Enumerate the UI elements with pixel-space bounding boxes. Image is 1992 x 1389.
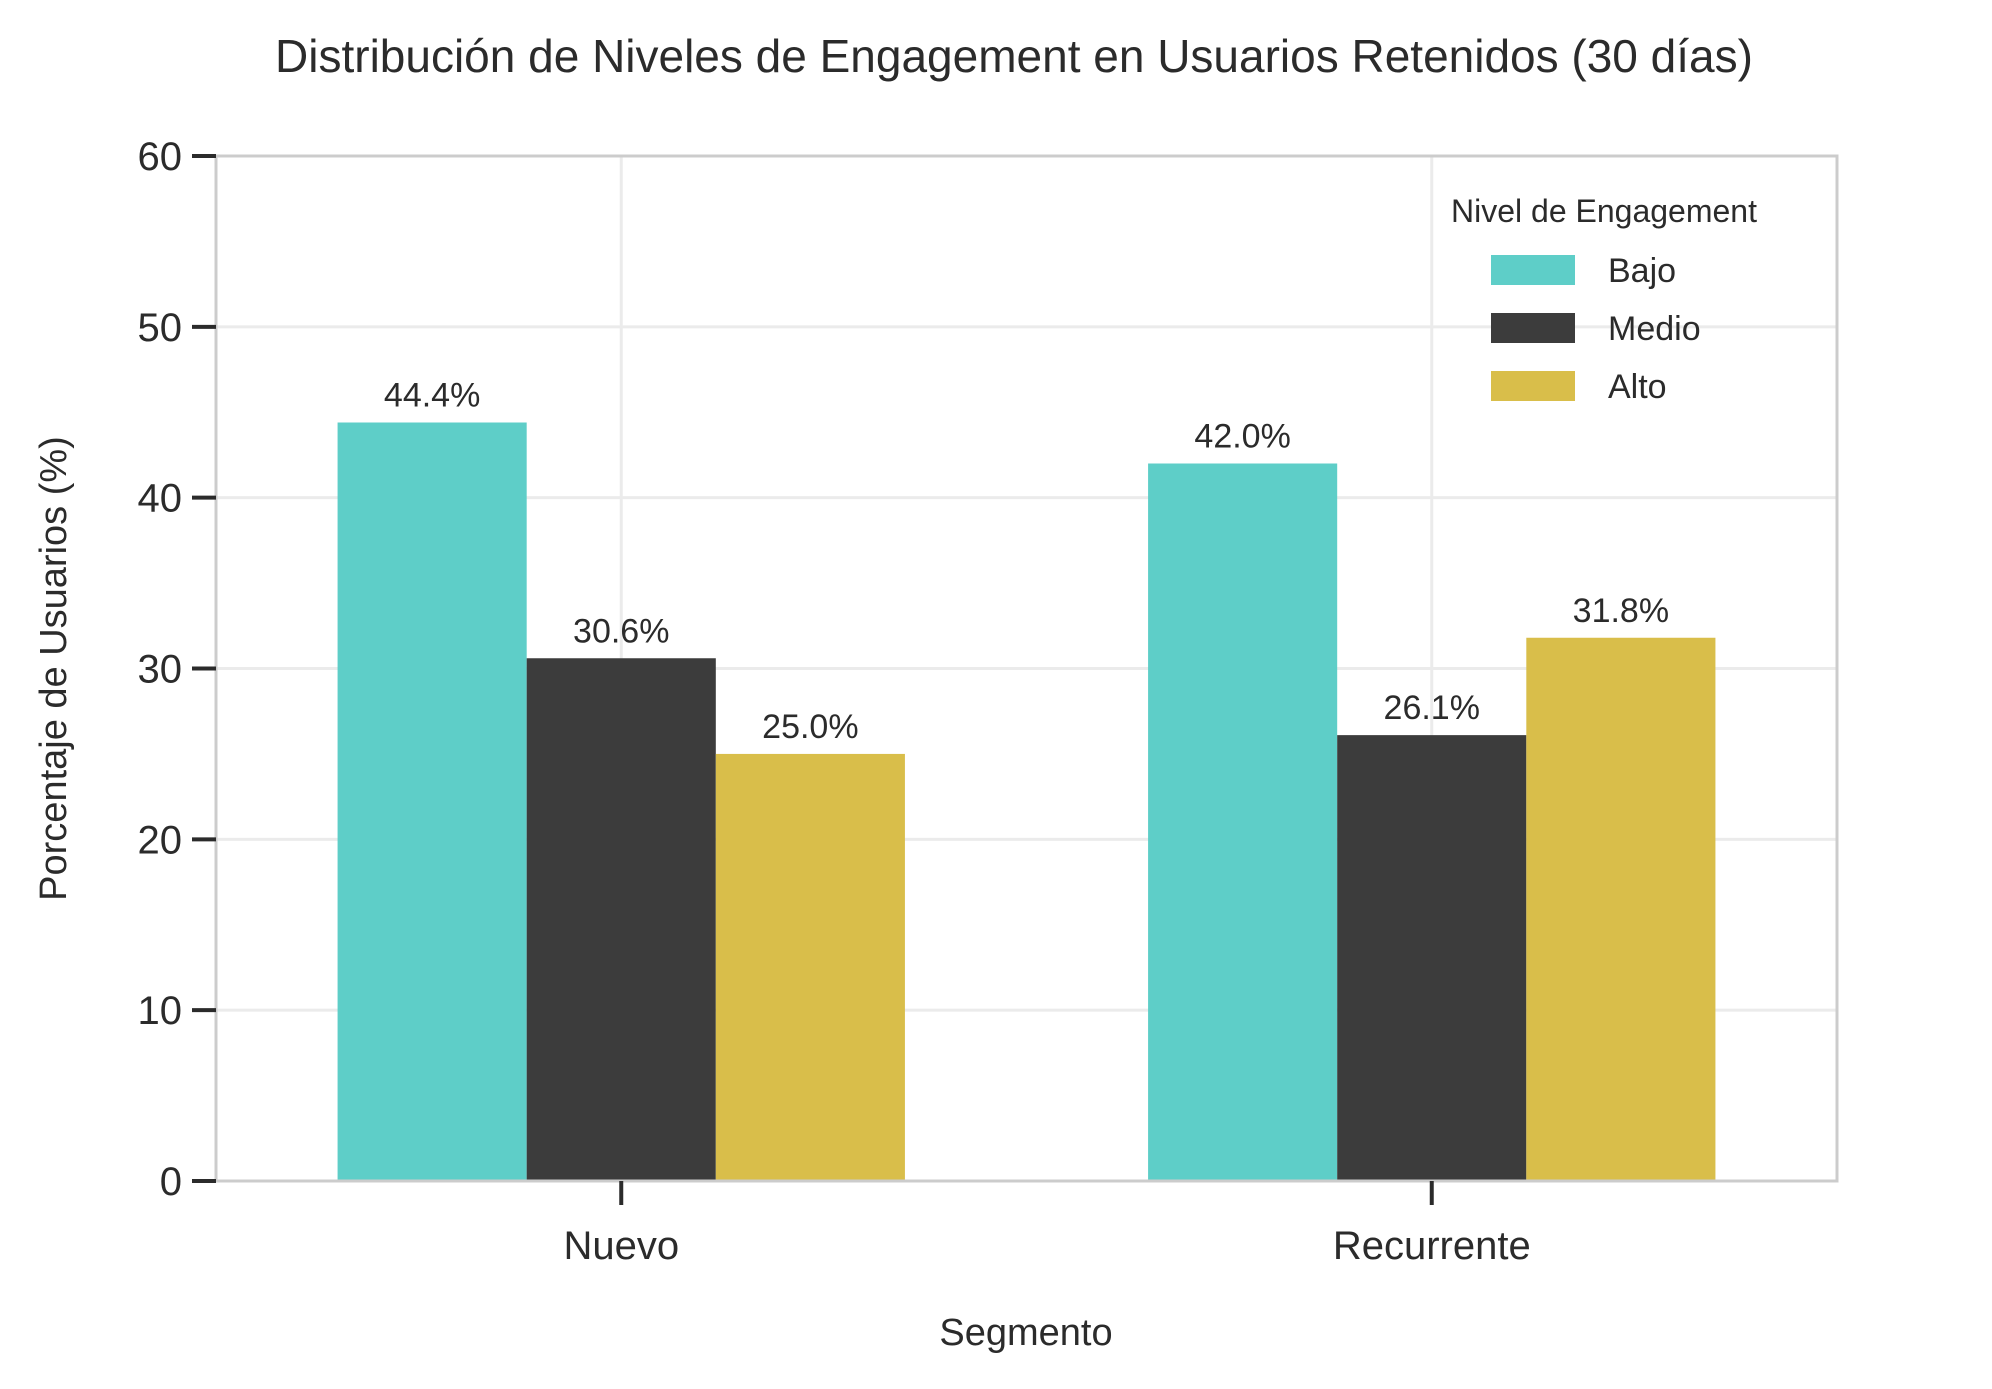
y-tick-label: 10	[138, 989, 183, 1033]
y-tick-label: 40	[138, 477, 183, 521]
legend-label-alto: Alto	[1608, 368, 1667, 406]
y-tick-label: 60	[138, 135, 183, 179]
legend-label-bajo: Bajo	[1608, 252, 1676, 290]
legend: Nivel de Engagement Bajo Medio Alto	[1451, 193, 1757, 406]
chart-title: Distribución de Niveles de Engagement en…	[275, 30, 1753, 82]
x-tick-label: Recurrente	[1333, 1224, 1531, 1268]
bar-bajo-nuevo	[337, 422, 527, 1181]
legend-swatch-medio	[1491, 313, 1575, 343]
bar-alto-recurrente	[1526, 637, 1716, 1181]
y-tick-label: 0	[160, 1160, 182, 1204]
legend-title: Nivel de Engagement	[1451, 193, 1757, 229]
bar-value-label: 44.4%	[384, 377, 480, 415]
bar-value-label: 31.8%	[1573, 592, 1669, 630]
bar-medio-nuevo	[526, 658, 716, 1181]
bars	[337, 422, 1716, 1181]
legend-swatch-alto	[1491, 371, 1575, 401]
y-tick-label: 30	[138, 648, 183, 692]
y-tick-label: 20	[138, 818, 183, 862]
x-axis-label: Segmento	[939, 1312, 1112, 1354]
legend-label-medio: Medio	[1608, 310, 1701, 348]
bar-value-label: 26.1%	[1384, 689, 1480, 727]
y-axis-label: Porcentaje de Usuarios (%)	[33, 436, 75, 901]
bar-value-label: 30.6%	[573, 612, 669, 650]
axis-ticks: 0 10 20 30 40 50 60 Nuevo Recurrente	[138, 135, 1531, 1268]
data-labels: 44.4% 42.0% 30.6% 26.1% 25.0% 31.8%	[384, 377, 1669, 746]
bar-medio-recurrente	[1337, 735, 1527, 1181]
bar-value-label: 42.0%	[1194, 418, 1290, 456]
bar-bajo-recurrente	[1148, 463, 1338, 1181]
legend-swatch-bajo	[1491, 255, 1575, 285]
bar-alto-nuevo	[715, 753, 905, 1181]
x-tick-label: Nuevo	[563, 1224, 679, 1268]
bar-value-label: 25.0%	[762, 708, 858, 746]
y-tick-label: 50	[138, 306, 183, 350]
